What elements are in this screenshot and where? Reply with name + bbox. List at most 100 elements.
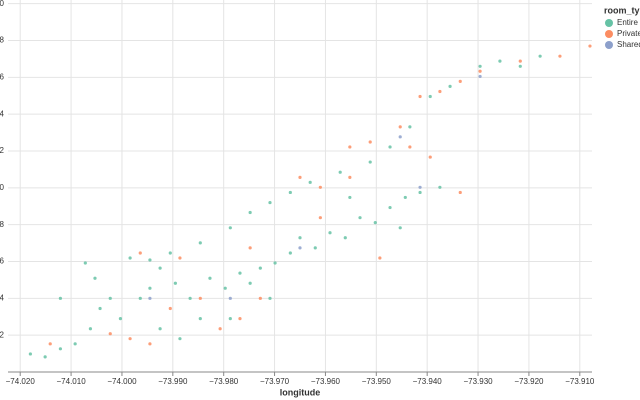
y-tick-label: 40.64 [0, 293, 5, 302]
legend-label: Entire home/apt [617, 18, 640, 27]
x-tick-label: −73.950 [362, 377, 392, 386]
point [288, 251, 292, 255]
point [298, 246, 302, 250]
point [518, 64, 522, 68]
y-tick-label: 40.74 [0, 109, 5, 118]
point [108, 332, 112, 336]
point [228, 226, 232, 230]
point [148, 296, 152, 300]
point [158, 327, 162, 331]
x-tick-label: −73.980 [209, 377, 239, 386]
point [198, 296, 202, 300]
x-tick-label: −73.960 [311, 377, 341, 386]
point [518, 59, 522, 63]
point [348, 195, 352, 200]
point [478, 74, 482, 79]
legend-label: Shared room [617, 40, 640, 49]
point [308, 180, 312, 184]
point [428, 155, 432, 159]
point [248, 210, 252, 215]
legend-title: room_type [604, 5, 640, 15]
point [408, 125, 412, 129]
point [238, 271, 242, 275]
point [108, 296, 112, 300]
x-tick-label: −73.920 [514, 377, 544, 386]
point [273, 261, 277, 265]
point [373, 221, 377, 225]
legend-swatch [605, 30, 613, 38]
point [348, 175, 352, 179]
point [168, 251, 172, 255]
point [268, 200, 272, 205]
point [368, 140, 372, 144]
point [288, 190, 292, 195]
point [318, 185, 322, 189]
point [178, 256, 182, 260]
point [368, 160, 372, 164]
y-tick-label: 40.70 [0, 183, 5, 192]
legend-swatch [605, 19, 613, 27]
point [58, 347, 62, 351]
point [28, 352, 32, 356]
point [388, 205, 392, 210]
point [168, 306, 172, 311]
x-tick-label: −74.010 [57, 377, 87, 386]
point [438, 185, 442, 189]
point [498, 59, 502, 63]
y-tick-label: 40.72 [0, 146, 5, 155]
legend-label: Private room [617, 29, 640, 38]
x-tick-label: −73.970 [260, 377, 290, 386]
point [48, 342, 52, 346]
x-axis-title: longitude [280, 387, 321, 397]
y-tick-label: 40.62 [0, 330, 5, 339]
legend-swatch [605, 41, 613, 49]
x-tick-label: −73.910 [565, 377, 595, 386]
point [248, 281, 252, 285]
y-tick-label: 40.78 [0, 36, 5, 45]
point [228, 316, 232, 321]
point [298, 175, 302, 179]
point [118, 316, 123, 321]
point [58, 296, 62, 300]
point [558, 54, 562, 58]
point [248, 246, 252, 250]
point [318, 216, 322, 220]
x-tick-label: −73.990 [158, 377, 188, 386]
point [588, 44, 592, 48]
point [98, 306, 102, 311]
point [73, 342, 77, 346]
point [388, 145, 392, 149]
point [538, 54, 542, 58]
point [408, 145, 412, 149]
point [148, 286, 152, 290]
y-tick-label: 40.76 [0, 72, 5, 81]
point [223, 286, 227, 290]
y-tick-label: 40.66 [0, 257, 5, 266]
point [258, 266, 262, 270]
point [428, 94, 432, 99]
y-tick-label: 40.80 [0, 0, 5, 8]
point [358, 216, 362, 220]
point [378, 256, 382, 260]
x-tick-label: −74.020 [6, 377, 36, 386]
point [418, 190, 422, 195]
x-tick-label: −73.940 [413, 377, 443, 386]
point [403, 195, 407, 200]
point [128, 256, 132, 260]
point [218, 327, 222, 331]
point [43, 355, 47, 359]
point [343, 236, 347, 240]
point [313, 246, 317, 250]
x-tick-label: −73.930 [463, 377, 493, 386]
point [398, 125, 402, 129]
point [178, 337, 182, 341]
point [458, 79, 462, 83]
point [208, 276, 212, 280]
point [138, 296, 142, 300]
point [398, 135, 402, 139]
point [418, 185, 422, 189]
point [478, 64, 482, 68]
point [158, 266, 162, 270]
point [328, 231, 332, 235]
